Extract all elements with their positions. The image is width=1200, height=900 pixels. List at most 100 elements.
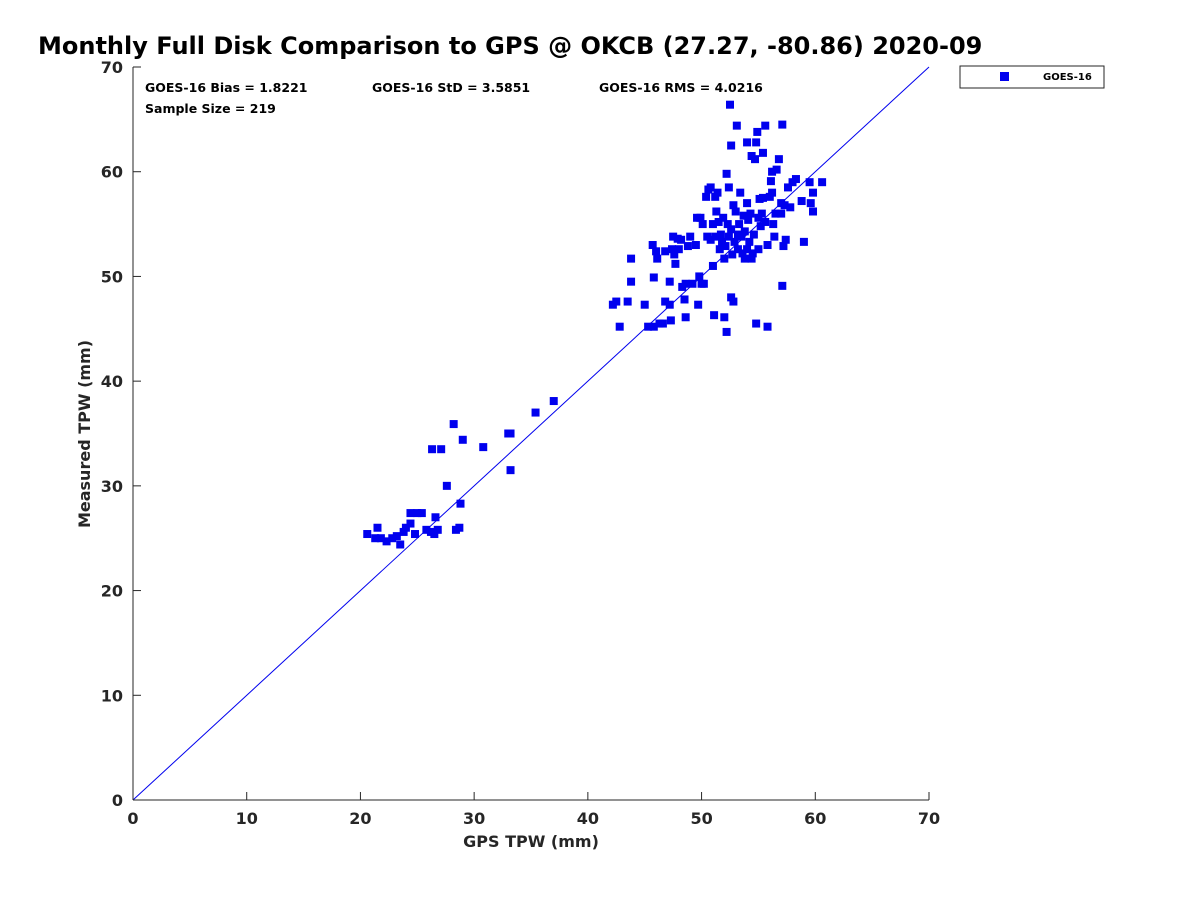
- data-point: [713, 188, 722, 197]
- data-point: [648, 241, 657, 250]
- data-point: [744, 215, 753, 224]
- data-point: [640, 300, 649, 309]
- data-point: [652, 247, 661, 256]
- data-point: [711, 232, 720, 241]
- data-point: [758, 193, 767, 202]
- data-point: [392, 532, 401, 541]
- y-tick-label: 20: [101, 582, 123, 601]
- data-point: [658, 319, 667, 328]
- chart-title: Monthly Full Disk Comparison to GPS @ OK…: [38, 32, 982, 60]
- x-tick-label: 10: [236, 809, 258, 828]
- data-point: [799, 237, 808, 246]
- data-point: [413, 509, 422, 518]
- data-point: [373, 523, 382, 532]
- data-point: [431, 513, 440, 522]
- data-point: [688, 279, 697, 288]
- data-point: [531, 408, 540, 417]
- data-point: [649, 273, 658, 282]
- data-point: [406, 509, 415, 518]
- data-point: [736, 188, 745, 197]
- data-point: [428, 445, 437, 454]
- data-point: [730, 237, 739, 246]
- data-point: [433, 525, 442, 534]
- bias-stat: GOES-16 Bias = 1.8221: [145, 80, 307, 95]
- data-point: [770, 232, 779, 241]
- data-point: [699, 279, 708, 288]
- data-point: [727, 141, 736, 150]
- data-point: [455, 523, 464, 532]
- data-point: [731, 207, 740, 216]
- rms-stat: GOES-16 RMS = 4.0216: [599, 80, 763, 95]
- data-point: [458, 435, 467, 444]
- data-point: [683, 242, 692, 251]
- data-point: [745, 237, 754, 246]
- y-tick-label: 50: [101, 267, 123, 286]
- data-point: [748, 249, 757, 258]
- data-point: [376, 534, 385, 543]
- data-point: [719, 213, 728, 222]
- data-point: [739, 211, 748, 220]
- legend-box: [959, 65, 1105, 89]
- data-point: [752, 138, 761, 147]
- data-point: [757, 209, 766, 218]
- data-point: [738, 249, 747, 258]
- data-point: [728, 250, 737, 259]
- data-point: [758, 148, 767, 157]
- data-point: [765, 192, 774, 201]
- data-point: [396, 540, 405, 549]
- data-point: [766, 177, 775, 186]
- x-tick-label: 50: [690, 809, 712, 828]
- data-point: [780, 201, 789, 210]
- data-points: [363, 100, 827, 549]
- data-point: [761, 217, 770, 226]
- data-point: [627, 277, 636, 286]
- data-point: [694, 300, 703, 309]
- data-point: [442, 481, 451, 490]
- data-point: [449, 420, 458, 429]
- data-point: [735, 220, 744, 229]
- data-point: [506, 429, 515, 438]
- data-point: [727, 225, 736, 234]
- data-point: [681, 313, 690, 322]
- data-point: [722, 327, 731, 336]
- legend-label: GOES-16: [1043, 72, 1092, 83]
- data-point: [763, 322, 772, 331]
- y-tick-label: 70: [101, 58, 123, 77]
- data-point: [743, 199, 752, 208]
- data-point: [778, 281, 787, 290]
- data-point: [743, 138, 752, 147]
- data-point: [710, 311, 719, 320]
- data-point: [809, 188, 818, 197]
- data-point: [399, 527, 408, 536]
- x-tick-label: 40: [577, 809, 599, 828]
- y-tick-label: 10: [101, 686, 123, 705]
- data-point: [665, 300, 674, 309]
- data-point: [743, 245, 752, 254]
- data-point: [786, 203, 795, 212]
- data-point: [723, 220, 732, 229]
- data-point: [797, 197, 806, 206]
- one-to-one-line: [132, 66, 930, 801]
- y-ticks: 0 10 20 30 40 50 60 70: [101, 58, 141, 810]
- data-point: [371, 534, 380, 543]
- data-point: [754, 245, 763, 254]
- data-point: [649, 322, 658, 331]
- data-point: [779, 242, 788, 251]
- data-point: [791, 175, 800, 184]
- data-point: [666, 316, 675, 325]
- data-point: [722, 169, 731, 178]
- data-point: [677, 235, 686, 244]
- data-point: [727, 293, 736, 302]
- data-point: [430, 530, 439, 539]
- data-point: [746, 209, 755, 218]
- data-point: [388, 534, 397, 543]
- data-point: [714, 217, 723, 226]
- data-point: [661, 297, 670, 306]
- sample-size-stat: Sample Size = 219: [145, 101, 276, 116]
- data-point: [740, 254, 749, 263]
- data-point: [623, 297, 632, 306]
- x-ticks: 0 10 20 30 40 50 60 70: [127, 792, 940, 828]
- data-point: [681, 279, 690, 288]
- data-point: [411, 530, 420, 539]
